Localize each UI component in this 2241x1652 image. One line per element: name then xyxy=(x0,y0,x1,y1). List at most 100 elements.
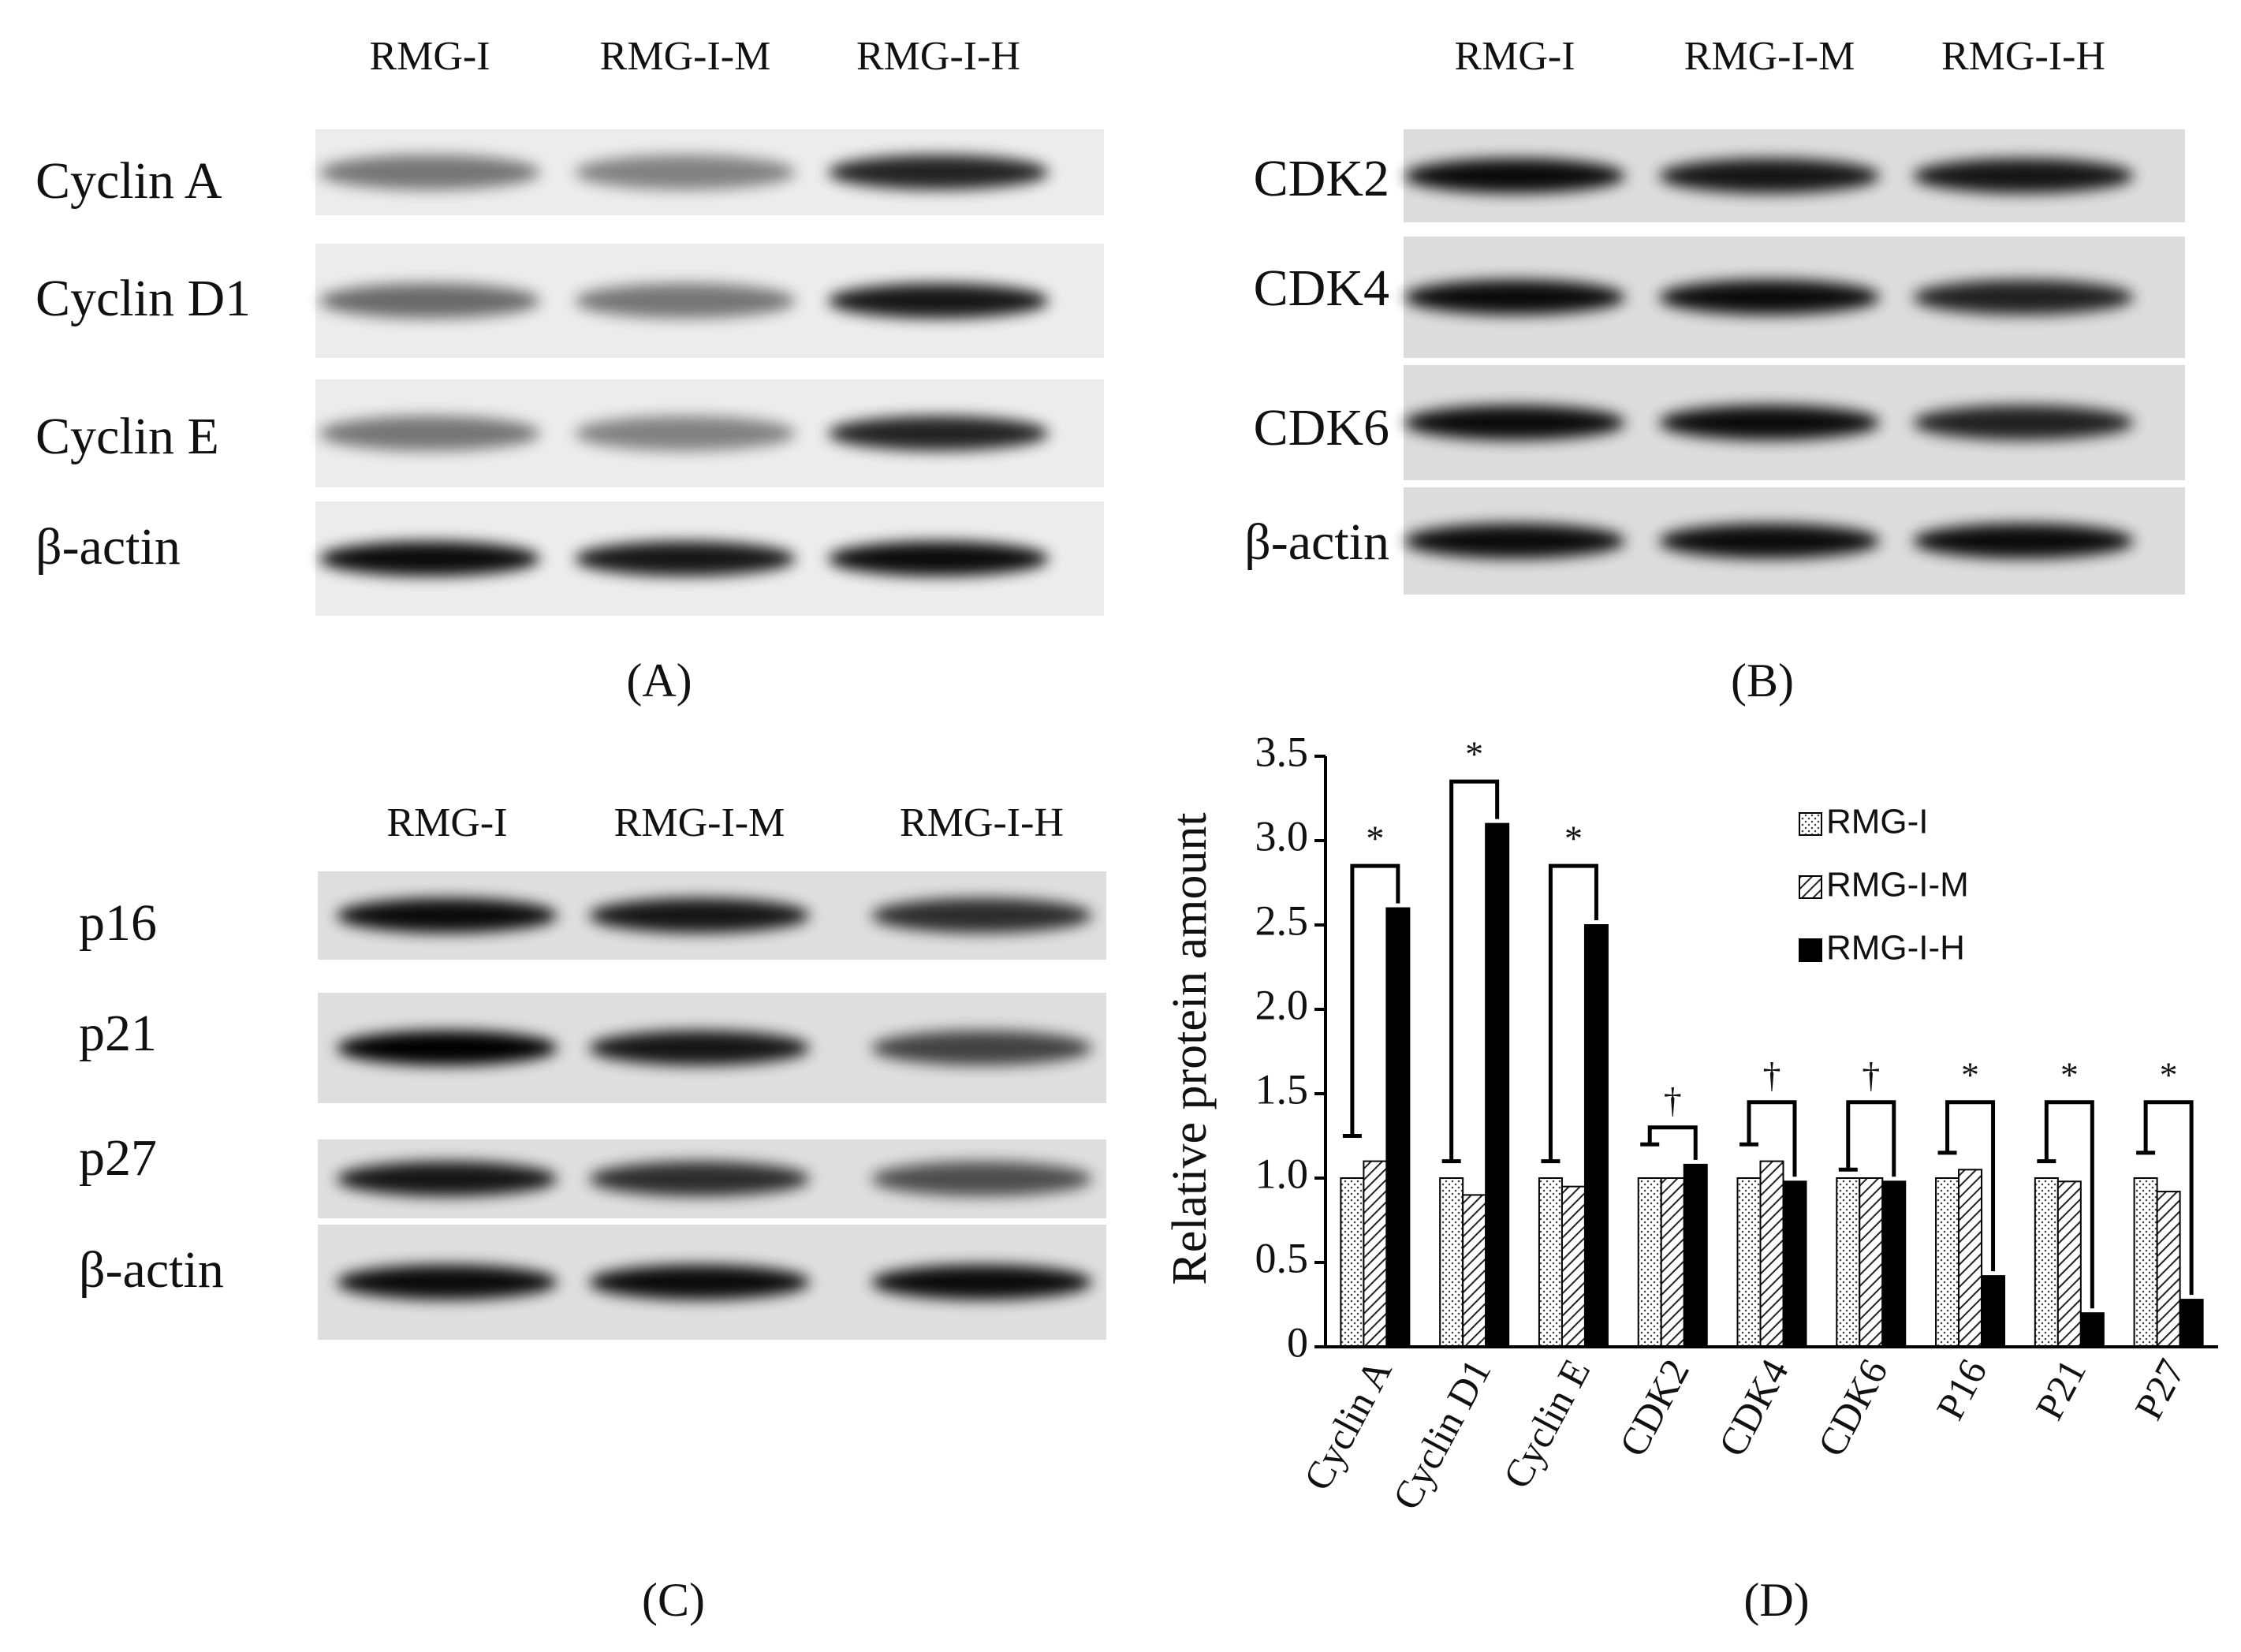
bar xyxy=(1538,1177,1563,1348)
bar xyxy=(1485,822,1510,1348)
bar xyxy=(1439,1177,1464,1348)
column-label: RMG-I-M xyxy=(614,800,785,845)
x-tick-label: P27 xyxy=(2126,1352,2194,1426)
significance-label: † xyxy=(1862,1054,1880,1094)
significance-bracket xyxy=(2136,1100,2194,1296)
row-label: CDK4 xyxy=(1254,259,1389,317)
blot-band xyxy=(575,155,796,190)
bar xyxy=(2034,1177,2059,1348)
bar xyxy=(1340,1177,1365,1348)
y-tick-label: 3.5 xyxy=(1255,728,1309,775)
row-label: CDK2 xyxy=(1254,150,1389,207)
significance-bracket xyxy=(1640,1125,1698,1160)
x-tick-label: P16 xyxy=(1927,1352,1995,1426)
significance-bracket xyxy=(1441,779,1500,1164)
blot-band xyxy=(871,1031,1092,1065)
blot-band xyxy=(575,541,796,576)
y-tick-label: 2.0 xyxy=(1255,981,1309,1028)
blot-band xyxy=(1404,280,1625,315)
bar xyxy=(2179,1299,2204,1348)
significance-label: † xyxy=(1664,1080,1682,1120)
y-tick-label: 1.0 xyxy=(1255,1150,1309,1197)
blot-band xyxy=(1659,405,1880,440)
significance-label: * xyxy=(1564,819,1583,859)
row-label: p16 xyxy=(79,894,157,952)
blot-band xyxy=(828,155,1049,190)
bar xyxy=(1958,1169,1983,1348)
y-tick-label: 2.5 xyxy=(1255,897,1309,944)
x-tick-label: CDK2 xyxy=(1610,1352,1698,1464)
blot-band xyxy=(1913,280,2134,315)
blot-band xyxy=(1659,524,1880,558)
blot-band xyxy=(575,416,796,451)
column-label: RMG-I-H xyxy=(1941,34,2105,79)
blot-band xyxy=(337,1162,557,1196)
bar xyxy=(1935,1177,1960,1348)
significance-bracket xyxy=(1838,1100,1896,1177)
bar xyxy=(2156,1191,2181,1348)
blot-band xyxy=(1913,158,2134,193)
significance-label: * xyxy=(1961,1054,1979,1094)
blot-band xyxy=(1659,280,1880,315)
significance-label: * xyxy=(1366,819,1384,859)
blot-band xyxy=(871,1162,1092,1196)
y-axis-label: Relative protein amount xyxy=(1163,812,1217,1285)
column-label: RMG-I-H xyxy=(900,800,1064,845)
bar xyxy=(1981,1275,2006,1348)
blot-band xyxy=(828,541,1049,576)
blot-band xyxy=(1404,158,1625,193)
bar xyxy=(1583,924,1609,1348)
legend-swatch xyxy=(1799,875,1822,899)
significance-bracket xyxy=(1541,863,1598,1164)
column-label: RMG-I xyxy=(369,34,490,79)
significance-label: * xyxy=(1465,734,1483,774)
legend-label: RMG-I xyxy=(1826,803,1929,841)
column-label: RMG-I-M xyxy=(1684,34,1855,79)
blot-band xyxy=(319,416,540,451)
legend-label: RMG-I-H xyxy=(1826,929,1965,968)
row-label: β-actin xyxy=(35,518,181,576)
bar xyxy=(1462,1194,1487,1348)
blot-band xyxy=(828,416,1049,451)
row-label: Cyclin E xyxy=(35,408,219,465)
blot-band xyxy=(589,1031,810,1065)
significance-label: † xyxy=(1763,1054,1781,1094)
column-label: RMG-I-H xyxy=(856,34,1020,79)
panel-caption: (D) xyxy=(1743,1574,1809,1626)
bar xyxy=(1836,1177,1861,1348)
bar xyxy=(1759,1160,1784,1348)
x-tick-label: P21 xyxy=(2027,1352,2094,1426)
row-label: p21 xyxy=(79,1005,157,1062)
row-label: Cyclin D1 xyxy=(35,270,251,327)
x-tick-label: Cyclin D1 xyxy=(1384,1352,1500,1516)
significance-bracket xyxy=(1937,1100,1996,1272)
blot-band xyxy=(319,283,540,319)
column-label: RMG-I xyxy=(1454,34,1575,79)
y-tick-label: 1.5 xyxy=(1255,1065,1309,1113)
significance-label: * xyxy=(2060,1054,2079,1094)
bar xyxy=(2056,1180,2082,1348)
legend-swatch xyxy=(1799,938,1822,962)
blot-band xyxy=(589,1162,810,1196)
row-label: p27 xyxy=(79,1129,157,1187)
blot-band xyxy=(1659,158,1880,193)
bar xyxy=(1660,1177,1685,1348)
blot-band xyxy=(319,155,540,190)
blot-band xyxy=(589,898,810,933)
significance-bracket xyxy=(1342,863,1400,1138)
blot-band xyxy=(337,1031,557,1065)
column-label: RMG-I xyxy=(386,800,507,845)
row-label: β-actin xyxy=(79,1241,224,1299)
bar xyxy=(1736,1177,1762,1348)
blot-band xyxy=(871,898,1092,933)
x-tick-label: Cyclin E xyxy=(1494,1352,1598,1495)
blot-band xyxy=(337,898,557,933)
significance-bracket xyxy=(1739,1100,1797,1177)
column-label: RMG-I-M xyxy=(600,34,771,79)
blot-band xyxy=(1913,405,2134,440)
blot-band xyxy=(589,1265,810,1300)
y-tick-label: 0.5 xyxy=(1255,1234,1309,1281)
significance-label: * xyxy=(2160,1054,2178,1094)
y-tick-label: 0 xyxy=(1287,1318,1308,1366)
